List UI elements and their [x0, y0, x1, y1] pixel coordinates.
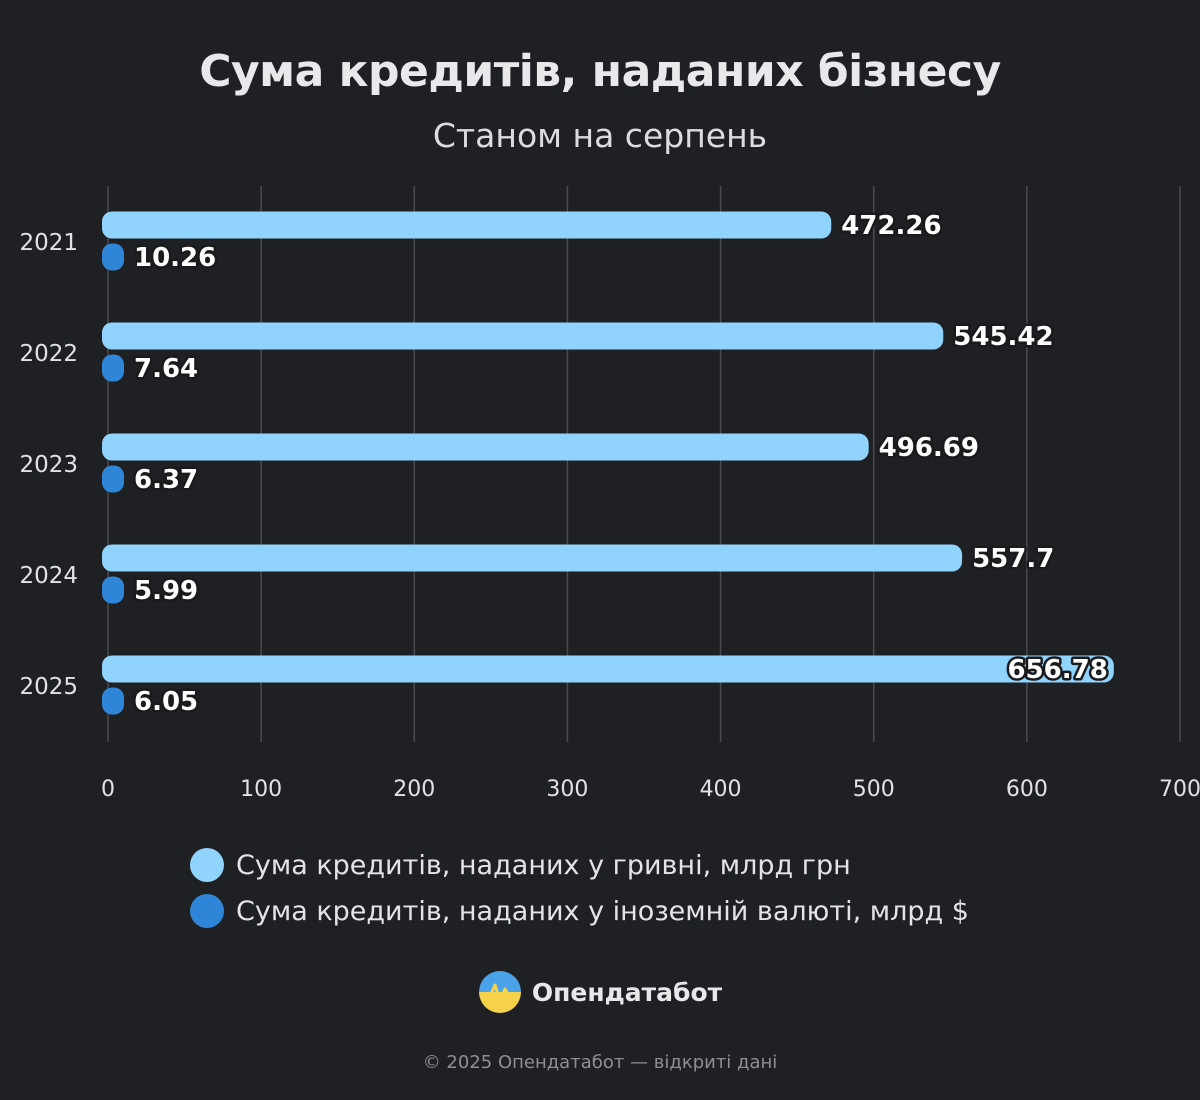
legend-swatch-uah — [190, 848, 224, 882]
x-tick-label: 0 — [101, 777, 115, 802]
chart-subtitle: Станом на серпень — [432, 116, 768, 155]
legend-swatch-foreign — [190, 894, 224, 928]
bar-uah — [102, 211, 832, 239]
y-tick-label: 2024 — [19, 563, 78, 589]
data-label: 7.64 — [134, 354, 198, 384]
data-label: 656.78 — [1007, 655, 1107, 685]
bar-foreign — [102, 465, 124, 493]
bar-foreign — [102, 243, 124, 271]
bar-uah — [102, 655, 1114, 683]
legend-item-foreign: Сума кредитів, наданих у іноземній валют… — [190, 888, 969, 934]
bar-foreign — [102, 687, 124, 715]
data-label: 557.7 — [972, 544, 1054, 574]
data-label: 6.05 — [134, 687, 198, 717]
legend-label-uah: Сума кредитів, наданих у гривні, млрд гр… — [236, 849, 851, 881]
data-label: 545.42 — [953, 322, 1053, 352]
bar-foreign — [102, 354, 124, 382]
bar-foreign — [102, 576, 124, 604]
brand: Опендатабот — [0, 970, 1200, 1014]
legend-label-foreign: Сума кредитів, наданих у іноземній валют… — [236, 895, 969, 927]
bar-uah — [102, 544, 963, 572]
data-label: 5.99 — [134, 576, 198, 606]
x-tick-label: 200 — [393, 777, 435, 802]
y-tick-label: 2021 — [19, 230, 78, 256]
y-tick-label: 2025 — [19, 674, 78, 700]
x-tick-label: 300 — [546, 777, 588, 802]
data-label: 496.69 — [879, 433, 979, 463]
x-tick-label: 700 — [1159, 777, 1200, 802]
legend-item-uah: Сума кредитів, наданих у гривні, млрд гр… — [190, 842, 969, 888]
chart-title: Сума кредитів, наданих бізнесу — [199, 46, 1001, 97]
data-label: 472.26 — [841, 211, 941, 241]
y-tick-label: 2022 — [19, 341, 78, 367]
bar-chart: 0 100 200 300 400 500 600 700 2021 472.26 10.26 202… — [19, 186, 1200, 802]
x-tick-label: 500 — [853, 777, 895, 802]
opendatabot-logo-icon — [478, 971, 521, 1013]
bar-uah — [102, 433, 869, 461]
footer-copyright: © 2025 Опендатабот — відкриті дані — [422, 1052, 778, 1073]
data-label: 6.37 — [134, 465, 198, 495]
bar-uah — [102, 322, 944, 350]
x-tick-label: 600 — [1006, 777, 1048, 802]
brand-name: Опендатабот — [531, 977, 723, 1007]
data-label: 10.26 — [134, 243, 216, 273]
legend: Сума кредитів, наданих у гривні, млрд гр… — [190, 842, 969, 934]
y-tick-label: 2023 — [19, 452, 78, 478]
x-tick-label: 400 — [700, 777, 742, 802]
x-tick-label: 100 — [240, 777, 282, 802]
